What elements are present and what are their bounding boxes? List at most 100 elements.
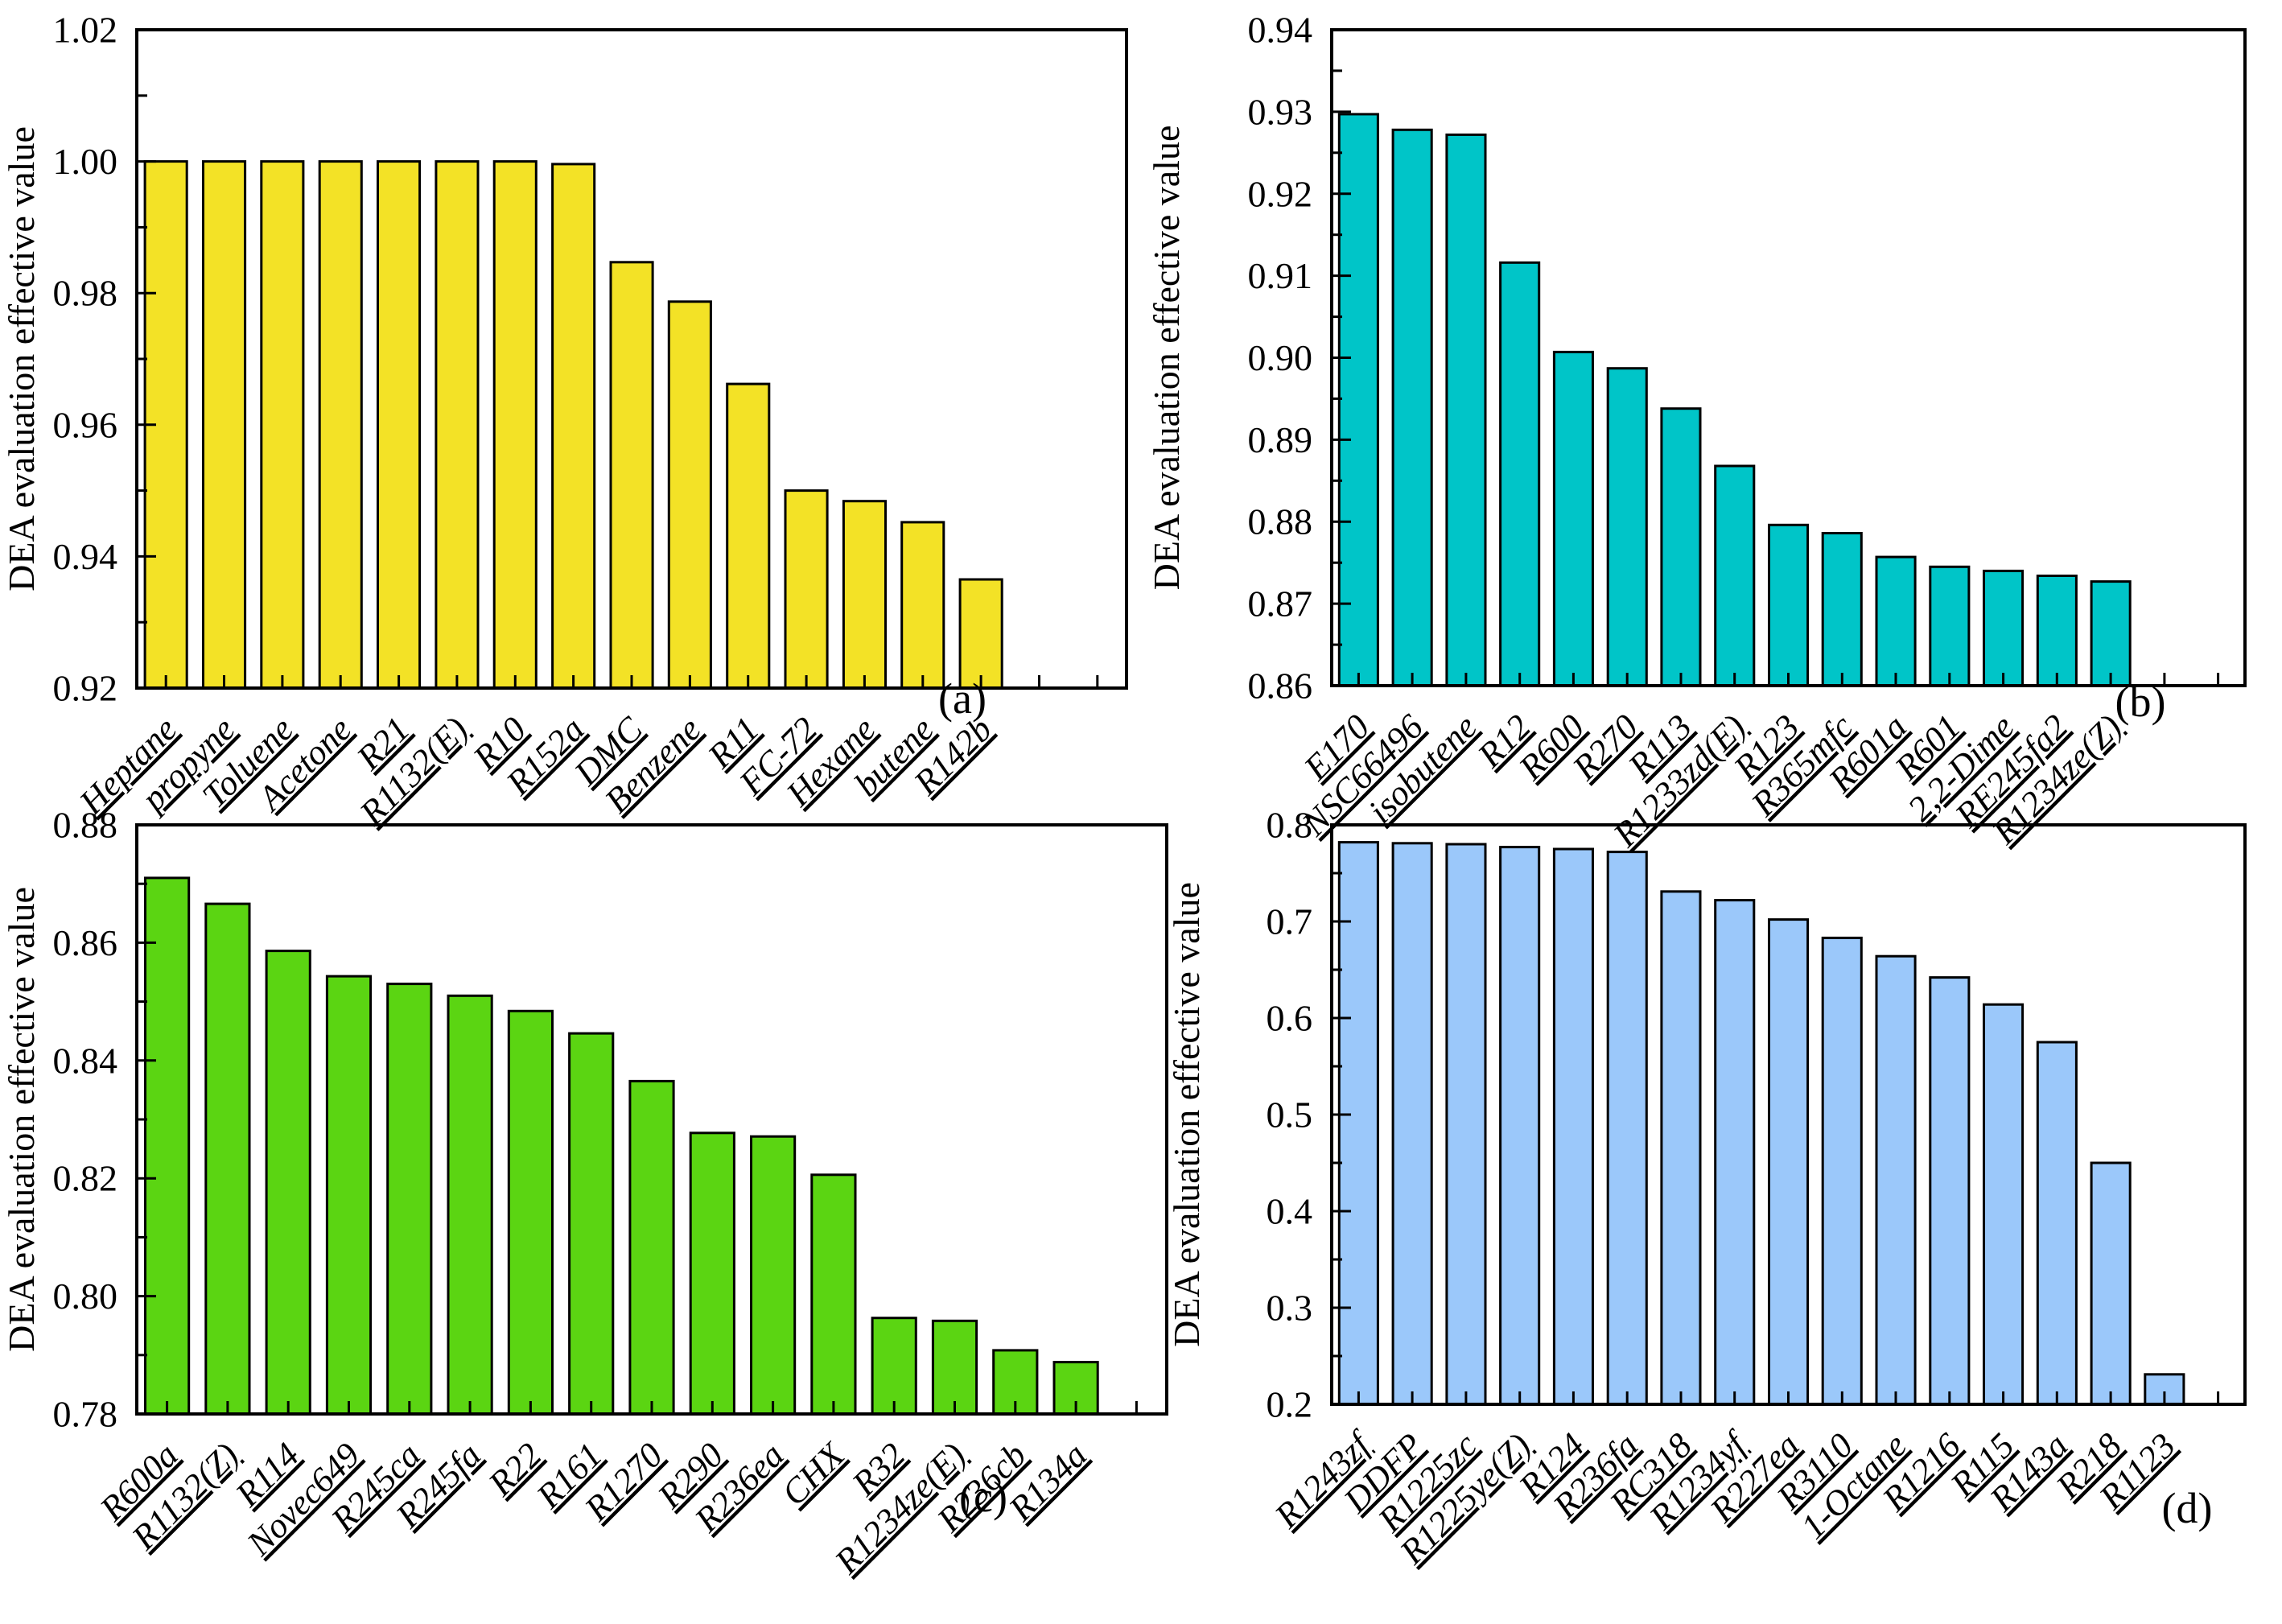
bar-R1132(E) xyxy=(435,160,480,690)
y-axis-title: DEA evaluation effective value xyxy=(1,126,42,591)
panel-c: 0.780.800.820.840.860.88R600aR1132(Z)R11… xyxy=(1,805,1168,1582)
bar-Hexane xyxy=(842,500,888,690)
bar-CHX xyxy=(810,1173,857,1416)
y-axis-title: DEA evaluation effective value xyxy=(1166,882,1207,1347)
bar-R601 xyxy=(1929,565,1971,687)
bar-R1234ze(E) xyxy=(931,1319,978,1416)
y-tick-label: 0.2 xyxy=(1267,1384,1313,1425)
bar-DDFP xyxy=(1391,842,1433,1406)
bar-R1225ye(Z) xyxy=(1499,846,1541,1406)
y-tick-label: 0.5 xyxy=(1267,1094,1313,1136)
bar-RE245fa2 xyxy=(2036,575,2078,687)
bar-R1243zf xyxy=(1337,841,1379,1406)
bar-R227ea xyxy=(1768,918,1810,1406)
bar-R22 xyxy=(507,1009,554,1416)
y-tick-label: 0.82 xyxy=(53,1158,118,1199)
y-tick-label: 0.7 xyxy=(1267,901,1313,942)
bar-1-Octane xyxy=(1875,954,1917,1406)
bar-R1132(Z) xyxy=(204,902,251,1416)
panel-tag: (a) xyxy=(938,674,987,723)
bar-R113 xyxy=(1660,407,1702,687)
panel-d: 0.20.30.40.50.60.70.8R1243zfDDFPR1225zcR… xyxy=(1166,805,2247,1572)
bar-R1270 xyxy=(628,1079,675,1416)
y-tick-label: 0.92 xyxy=(53,668,118,709)
y-tick-label: 0.8 xyxy=(1267,805,1313,846)
bar-R114 xyxy=(265,950,311,1416)
bar-propyne xyxy=(202,160,247,690)
bar-2,2-Dime xyxy=(1983,569,2025,687)
bar-R1225zc xyxy=(1445,843,1487,1406)
y-tick-label: 0.84 xyxy=(53,1040,118,1081)
bar-R115 xyxy=(1983,1003,2025,1406)
bar-Toluene xyxy=(260,160,305,690)
bar-Acetone xyxy=(318,160,363,690)
panel-tag: (c) xyxy=(959,1473,1007,1521)
bar-R32 xyxy=(871,1317,917,1416)
bar-Novec649 xyxy=(325,975,373,1416)
y-tick-label: 0.88 xyxy=(53,805,118,846)
y-tick-label: 0.6 xyxy=(1267,998,1313,1039)
bar-R11 xyxy=(726,382,771,690)
y-tick-label: 0.80 xyxy=(53,1276,118,1317)
bar-R1233zd(E) xyxy=(1714,464,1756,687)
panel-tag: (b) xyxy=(2115,678,2166,726)
bar-R161 xyxy=(568,1032,615,1416)
y-tick-label: 0.93 xyxy=(1248,91,1313,132)
y-tick-label: 1.00 xyxy=(53,141,118,182)
bar-DMC xyxy=(609,261,654,690)
y-axis-title: DEA evaluation effective value xyxy=(1146,126,1187,591)
bar-R601a xyxy=(1875,555,1917,687)
y-tick-label: 0.92 xyxy=(1248,173,1313,214)
y-tick-label: 0.86 xyxy=(53,922,118,963)
y-tick-label: 0.4 xyxy=(1267,1191,1313,1232)
y-tick-label: 0.86 xyxy=(1248,666,1313,707)
bar-R124 xyxy=(1552,847,1595,1406)
bar-R21 xyxy=(377,160,422,690)
x-tick-label: CHX xyxy=(774,1434,853,1513)
bar-R143a xyxy=(2036,1041,2078,1406)
bar-R245fa xyxy=(447,994,493,1416)
bar-R270 xyxy=(1606,367,1648,687)
y-tick-label: 1.02 xyxy=(53,10,118,51)
bar-R10 xyxy=(492,160,538,690)
bar-FC-72 xyxy=(784,489,829,690)
bar-R1234ze(Z) xyxy=(2090,580,2132,687)
y-axis-title: DEA evaluation effective value xyxy=(1,887,42,1352)
bar-R600a xyxy=(144,876,191,1416)
y-tick-label: 0.98 xyxy=(53,273,118,314)
y-tick-label: 0.91 xyxy=(1248,255,1313,296)
bar-R1234yf xyxy=(1714,899,1756,1406)
y-tick-label: 0.89 xyxy=(1248,419,1313,460)
y-tick-label: 0.3 xyxy=(1267,1288,1313,1329)
bar-R142b xyxy=(958,578,1003,690)
y-tick-label: 0.94 xyxy=(53,536,118,577)
bar-R600 xyxy=(1552,350,1595,687)
panel-tag: (d) xyxy=(2162,1484,2213,1532)
y-tick-label: 0.90 xyxy=(1248,337,1313,378)
bar-R290 xyxy=(689,1131,735,1416)
bar-R218 xyxy=(2090,1161,2132,1406)
panel-b: 0.860.870.880.890.900.910.920.930.94E170… xyxy=(1146,10,2247,855)
bar-R152a xyxy=(551,163,596,690)
bar-Benzene xyxy=(667,300,712,690)
y-tick-label: 0.87 xyxy=(1248,583,1313,624)
y-tick-label: 0.96 xyxy=(53,404,118,445)
bar-R3110 xyxy=(1821,936,1863,1406)
bar-E170 xyxy=(1337,113,1379,687)
panel-a: 0.920.940.960.981.001.02HeptanepropyneTo… xyxy=(1,10,1128,833)
bar-butene xyxy=(900,521,945,690)
y-tick-label: 0.94 xyxy=(1248,10,1313,51)
bar-R365mfc xyxy=(1821,532,1863,687)
bar-RC318 xyxy=(1660,890,1702,1406)
bar-NSC66496 xyxy=(1391,128,1433,687)
bar-R236ea xyxy=(750,1135,797,1416)
y-tick-label: 0.88 xyxy=(1248,501,1313,542)
bar-R12 xyxy=(1499,261,1541,687)
bar-R245ca xyxy=(386,983,433,1416)
bar-R123 xyxy=(1768,523,1810,687)
y-tick-label: 0.78 xyxy=(53,1394,118,1435)
bar-R1216 xyxy=(1929,976,1971,1406)
bar-isobutene xyxy=(1445,133,1487,687)
